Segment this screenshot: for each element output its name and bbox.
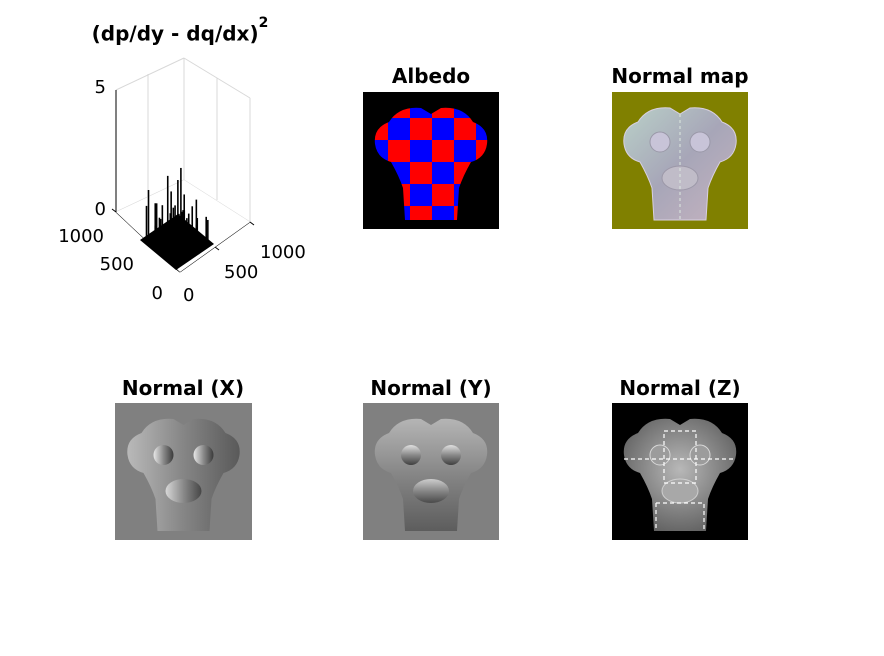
- z-tick-5: 5: [95, 77, 106, 98]
- normal-map-title: Normal map: [611, 64, 749, 88]
- title-exponent: 2: [258, 15, 269, 31]
- normal-y-image: [363, 403, 499, 540]
- normal-map-image: [612, 92, 748, 229]
- y-tick-500: 500: [100, 254, 134, 275]
- x-tick-1000: 1000: [260, 242, 306, 263]
- albedo-image: [363, 92, 499, 229]
- surface-spikes: [140, 167, 214, 270]
- surface-chart-title: (dp/dy - dq/dx)2: [91, 15, 269, 46]
- normal-y-title: Normal (Y): [370, 376, 492, 400]
- normal-x-title: Normal (X): [121, 376, 245, 400]
- x-tick-500: 500: [224, 262, 258, 283]
- z-tick-0: 0: [95, 199, 106, 220]
- normal-z-title: Normal (Z): [619, 376, 741, 400]
- x-tick-0: 0: [183, 285, 194, 306]
- y-tick-1000: 1000: [58, 226, 104, 247]
- normal-z-image: [612, 403, 748, 540]
- normal-x-image: [115, 403, 252, 540]
- y-tick-0: 0: [152, 283, 163, 304]
- albedo-title: Albedo: [391, 64, 471, 88]
